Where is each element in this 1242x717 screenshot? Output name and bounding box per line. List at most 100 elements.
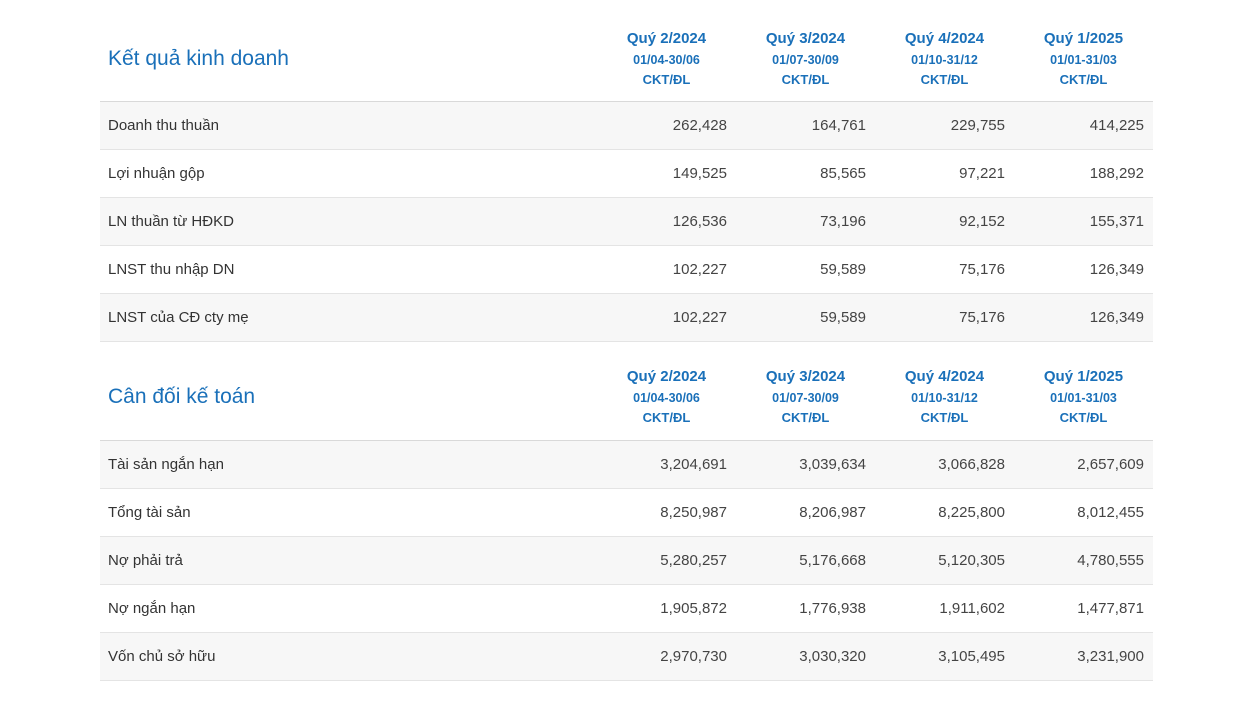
- cell-value: 3,231,900: [1014, 632, 1153, 681]
- cell-value: 1,911,602: [875, 584, 1014, 633]
- report-type-label: CKT/ĐL: [781, 410, 830, 426]
- column-header-q2-2024: Quý 2/2024 01/04-30/06 CKT/ĐL: [597, 356, 736, 441]
- table-row: LN thuần từ HĐKD 126,536 73,196 92,152 1…: [100, 197, 1153, 247]
- period-label: 01/07-30/09: [772, 52, 839, 67]
- cell-value: 1,905,872: [597, 584, 736, 633]
- cell-value: 149,525: [597, 149, 736, 199]
- cell-value: 73,196: [736, 197, 875, 247]
- column-header-q3-2024: Quý 3/2024 01/07-30/09 CKT/ĐL: [736, 356, 875, 441]
- cell-value: 1,477,871: [1014, 584, 1153, 633]
- cell-value: 4,780,555: [1014, 536, 1153, 585]
- row-label: Doanh thu thuần: [100, 101, 597, 151]
- cell-value: 3,030,320: [736, 632, 875, 681]
- quarter-label: Quý 2/2024: [626, 30, 707, 47]
- column-header-q4-2024: Quý 4/2024 01/10-31/12 CKT/ĐL: [875, 356, 1014, 441]
- period-label: 01/07-30/09: [772, 390, 839, 405]
- table-row: LNST thu nhập DN 102,227 59,589 75,176 1…: [100, 245, 1153, 295]
- cell-value: 8,250,987: [597, 488, 736, 537]
- report-type-label: CKT/ĐL: [1059, 410, 1108, 426]
- cell-value: 75,176: [875, 245, 1014, 295]
- cell-value: 3,066,828: [875, 440, 1014, 489]
- column-header-q1-2025: Quý 1/2025 01/01-31/03 CKT/ĐL: [1014, 356, 1153, 441]
- cell-value: 59,589: [736, 293, 875, 343]
- table-row: Nợ phải trả 5,280,257 5,176,668 5,120,30…: [100, 536, 1153, 585]
- cell-value: 3,039,634: [736, 440, 875, 489]
- section-balance-sheet: Cân đối kế toán Quý 2/2024 01/04-30/06 C…: [100, 356, 1153, 681]
- row-label: Lợi nhuận gộp: [100, 149, 597, 199]
- cell-value: 229,755: [875, 101, 1014, 151]
- row-label: LNST thu nhập DN: [100, 245, 597, 295]
- table-row: Tài sản ngắn hạn 3,204,691 3,039,634 3,0…: [100, 440, 1153, 489]
- period-label: 01/01-31/03: [1050, 52, 1117, 67]
- financial-report-page: Kết quả kinh doanh Quý 2/2024 01/04-30/0…: [100, 18, 1153, 681]
- cell-value: 75,176: [875, 293, 1014, 343]
- cell-value: 188,292: [1014, 149, 1153, 199]
- cell-value: 85,565: [736, 149, 875, 199]
- cell-value: 92,152: [875, 197, 1014, 247]
- cell-value: 3,204,691: [597, 440, 736, 489]
- column-header-q3-2024: Quý 3/2024 01/07-30/09 CKT/ĐL: [736, 18, 875, 103]
- report-type-label: CKT/ĐL: [920, 71, 969, 87]
- cell-value: 164,761: [736, 101, 875, 151]
- cell-value: 3,105,495: [875, 632, 1014, 681]
- section-title: Cân đối kế toán: [100, 356, 597, 441]
- cell-value: 126,349: [1014, 245, 1153, 295]
- section-title: Kết quả kinh doanh: [100, 18, 597, 103]
- report-type-label: CKT/ĐL: [1059, 71, 1108, 87]
- cell-value: 8,206,987: [736, 488, 875, 537]
- quarter-label: Quý 2/2024: [626, 368, 707, 386]
- cell-value: 102,227: [597, 245, 736, 295]
- row-label: LNST của CĐ cty mẹ: [100, 293, 597, 343]
- cell-value: 414,225: [1014, 101, 1153, 151]
- cell-value: 2,970,730: [597, 632, 736, 681]
- period-label: 01/04-30/06: [633, 52, 700, 67]
- report-type-label: CKT/ĐL: [920, 410, 969, 426]
- header-row: Kết quả kinh doanh Quý 2/2024 01/04-30/0…: [100, 18, 1153, 103]
- quarter-label: Quý 3/2024: [765, 368, 846, 386]
- table-row: Lợi nhuận gộp 149,525 85,565 97,221 188,…: [100, 149, 1153, 199]
- cell-value: 8,225,800: [875, 488, 1014, 537]
- income-statement-table: Kết quả kinh doanh Quý 2/2024 01/04-30/0…: [100, 18, 1153, 343]
- period-label: 01/04-30/06: [633, 390, 700, 405]
- cell-value: 8,012,455: [1014, 488, 1153, 537]
- row-label: LN thuần từ HĐKD: [100, 197, 597, 247]
- cell-value: 2,657,609: [1014, 440, 1153, 489]
- report-type-label: CKT/ĐL: [642, 71, 691, 87]
- column-header-q2-2024: Quý 2/2024 01/04-30/06 CKT/ĐL: [597, 18, 736, 103]
- row-label: Tổng tài sản: [100, 488, 597, 537]
- quarter-label: Quý 1/2025: [1043, 30, 1124, 47]
- table-row: LNST của CĐ cty mẹ 102,227 59,589 75,176…: [100, 293, 1153, 343]
- row-label: Nợ ngắn hạn: [100, 584, 597, 633]
- table-row: Nợ ngắn hạn 1,905,872 1,776,938 1,911,60…: [100, 584, 1153, 633]
- report-type-label: CKT/ĐL: [781, 71, 830, 87]
- cell-value: 155,371: [1014, 197, 1153, 247]
- report-type-label: CKT/ĐL: [642, 410, 691, 426]
- cell-value: 5,176,668: [736, 536, 875, 585]
- cell-value: 5,120,305: [875, 536, 1014, 585]
- quarter-label: Quý 1/2025: [1043, 368, 1124, 386]
- column-header-q4-2024: Quý 4/2024 01/10-31/12 CKT/ĐL: [875, 18, 1014, 103]
- quarter-label: Quý 4/2024: [904, 30, 985, 47]
- quarter-label: Quý 3/2024: [765, 30, 846, 47]
- header-row: Cân đối kế toán Quý 2/2024 01/04-30/06 C…: [100, 356, 1153, 441]
- cell-value: 102,227: [597, 293, 736, 343]
- period-label: 01/10-31/12: [911, 390, 978, 405]
- cell-value: 262,428: [597, 101, 736, 151]
- row-label: Tài sản ngắn hạn: [100, 440, 597, 489]
- cell-value: 1,776,938: [736, 584, 875, 633]
- period-label: 01/01-31/03: [1050, 390, 1117, 405]
- cell-value: 97,221: [875, 149, 1014, 199]
- cell-value: 126,349: [1014, 293, 1153, 343]
- table-row: Vốn chủ sở hữu 2,970,730 3,030,320 3,105…: [100, 632, 1153, 681]
- cell-value: 59,589: [736, 245, 875, 295]
- table-row: Doanh thu thuần 262,428 164,761 229,755 …: [100, 101, 1153, 151]
- quarter-label: Quý 4/2024: [904, 368, 985, 386]
- section-income-statement: Kết quả kinh doanh Quý 2/2024 01/04-30/0…: [100, 18, 1153, 343]
- row-label: Vốn chủ sở hữu: [100, 632, 597, 681]
- cell-value: 126,536: [597, 197, 736, 247]
- period-label: 01/10-31/12: [911, 52, 978, 67]
- column-header-q1-2025: Quý 1/2025 01/01-31/03 CKT/ĐL: [1014, 18, 1153, 103]
- cell-value: 5,280,257: [597, 536, 736, 585]
- balance-sheet-table: Cân đối kế toán Quý 2/2024 01/04-30/06 C…: [100, 356, 1153, 681]
- row-label: Nợ phải trả: [100, 536, 597, 585]
